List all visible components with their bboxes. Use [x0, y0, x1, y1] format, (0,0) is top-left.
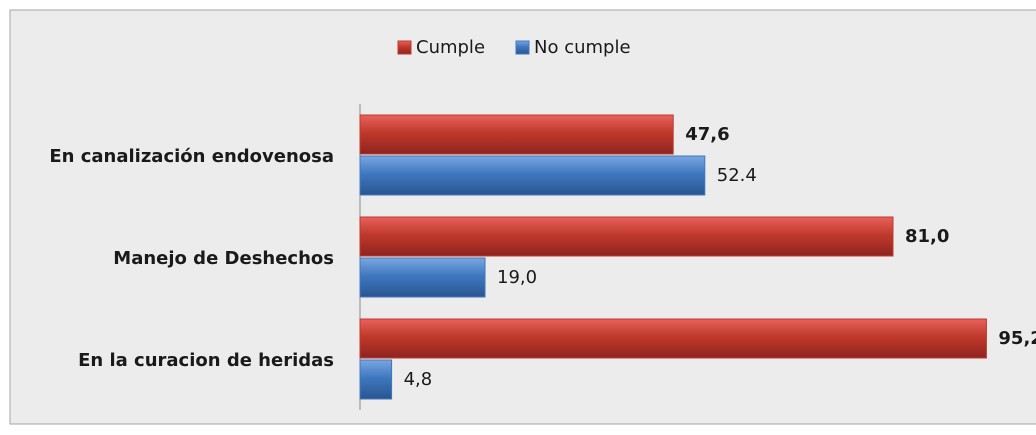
legend-swatch	[515, 40, 530, 55]
bar	[359, 114, 674, 155]
category-label: En canalización endovenosa	[49, 146, 334, 167]
bar	[359, 318, 987, 359]
data-label: 52.4	[717, 165, 757, 186]
legend-label: No cumple	[534, 37, 631, 58]
data-label: 95,2	[998, 328, 1036, 349]
bar	[359, 216, 894, 257]
bar	[359, 155, 706, 196]
legend-label: Cumple	[416, 37, 485, 58]
bar	[359, 257, 486, 298]
data-label: 47,6	[685, 124, 729, 145]
data-label: 19,0	[497, 267, 537, 288]
bar	[359, 359, 393, 400]
data-label: 81,0	[905, 226, 949, 247]
category-label: En la curacion de heridas	[78, 350, 334, 371]
data-label: 4,8	[404, 369, 433, 390]
category-label: Manejo de Deshechos	[113, 248, 334, 269]
legend-swatch	[397, 40, 412, 55]
